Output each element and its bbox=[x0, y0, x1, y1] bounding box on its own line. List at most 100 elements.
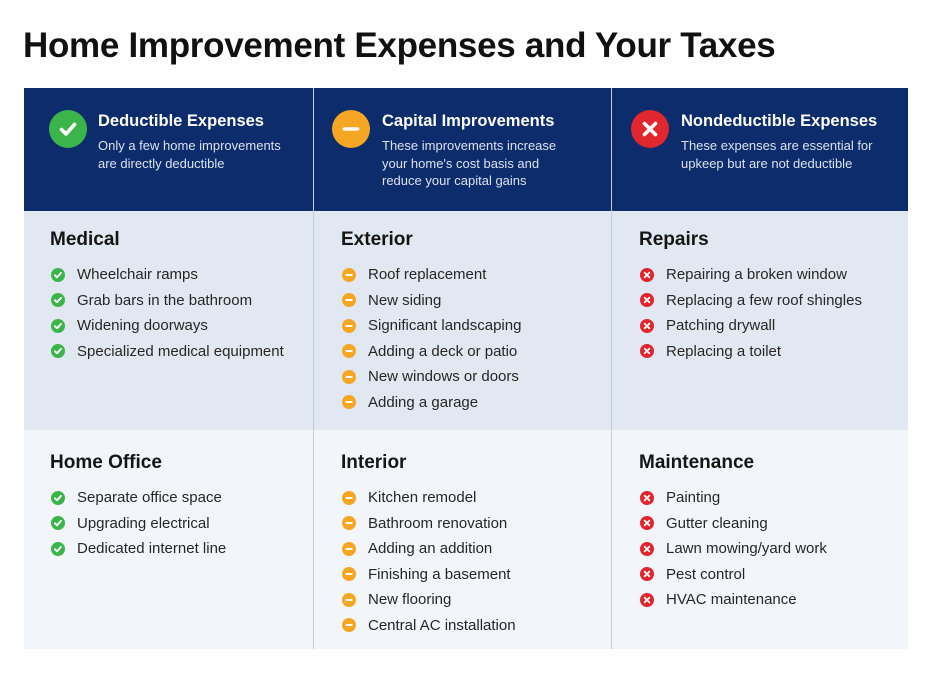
x-circle-icon bbox=[640, 567, 654, 582]
list-item-label: Upgrading electrical bbox=[77, 514, 210, 532]
list-item: Kitchen remodel bbox=[341, 485, 516, 511]
minus-circle-icon bbox=[332, 110, 370, 148]
header-nondeductible: Nondeductible Expenses These expenses ar… bbox=[612, 88, 908, 211]
list-item: Gutter cleaning bbox=[639, 511, 827, 537]
list-item: Wheelchair ramps bbox=[50, 262, 284, 288]
list-item: Patching drywall bbox=[639, 313, 862, 339]
page-title: Home Improvement Expenses and Your Taxes bbox=[23, 26, 776, 65]
check-circle-icon bbox=[51, 541, 65, 556]
list-item: Dedicated internet line bbox=[50, 536, 226, 562]
list-item: Lawn mowing/yard work bbox=[639, 536, 827, 562]
minus-circle-icon bbox=[342, 541, 356, 556]
list-item: Separate office space bbox=[50, 485, 226, 511]
section-title: Home Office bbox=[50, 452, 162, 473]
list-item-label: Widening doorways bbox=[77, 317, 208, 335]
item-list: Wheelchair ramps Grab bars in the bathroo… bbox=[50, 262, 284, 364]
list-item: Replacing a few roof shingles bbox=[639, 288, 862, 314]
item-list: Kitchen remodel Bathroom renovation Adding… bbox=[341, 485, 516, 638]
minus-circle-icon bbox=[342, 567, 356, 582]
list-item-label: Patching drywall bbox=[666, 317, 776, 335]
list-item-label: New flooring bbox=[368, 591, 452, 609]
check-circle-icon bbox=[49, 110, 87, 148]
list-item-label: Significant landscaping bbox=[368, 317, 522, 335]
list-item: Painting bbox=[639, 485, 827, 511]
list-item: HVAC maintenance bbox=[639, 587, 827, 613]
minus-circle-icon bbox=[342, 618, 356, 633]
x-circle-icon bbox=[640, 318, 654, 333]
list-item: Specialized medical equipment bbox=[50, 339, 284, 365]
section-interior: Interior Kitchen remodel Bathroom renovat… bbox=[341, 451, 516, 638]
row-2-background bbox=[24, 430, 908, 649]
list-item: Replacing a toilet bbox=[639, 339, 862, 365]
section-home-office: Home Office Separate office space Upgradi… bbox=[50, 451, 226, 562]
list-item: Upgrading electrical bbox=[50, 511, 226, 537]
minus-circle-icon bbox=[342, 490, 356, 505]
minus-circle-icon bbox=[342, 344, 356, 359]
header-title: Nondeductible Expenses bbox=[681, 112, 878, 130]
list-item-label: Bathroom renovation bbox=[368, 514, 508, 532]
list-item-label: Finishing a basement bbox=[368, 565, 511, 583]
minus-circle-icon bbox=[342, 395, 356, 410]
column-divider bbox=[611, 88, 612, 649]
x-circle-icon bbox=[640, 490, 654, 505]
list-item-label: Pest control bbox=[666, 565, 746, 583]
expense-table: Deductible Expenses Only a few home impr… bbox=[24, 88, 908, 649]
list-item-label: Roof replacement bbox=[368, 266, 487, 284]
list-item: New flooring bbox=[341, 587, 516, 613]
header-title: Capital Improvements bbox=[382, 112, 555, 130]
list-item-label: Adding a garage bbox=[368, 393, 479, 411]
check-circle-icon bbox=[51, 490, 65, 505]
minus-circle-icon bbox=[342, 516, 356, 531]
x-circle-icon bbox=[640, 541, 654, 556]
list-item-label: Adding a deck or patio bbox=[368, 342, 518, 360]
section-title: Repairs bbox=[639, 229, 709, 250]
section-repairs: Repairs Repairing a broken window Replaci… bbox=[639, 228, 862, 364]
list-item: Bathroom renovation bbox=[341, 511, 516, 537]
list-item-label: Repairing a broken window bbox=[666, 266, 847, 284]
check-circle-icon bbox=[51, 516, 65, 531]
list-item-label: Lawn mowing/yard work bbox=[666, 540, 827, 558]
list-item-label: Dedicated internet line bbox=[77, 540, 227, 558]
list-item-label: New windows or doors bbox=[368, 368, 519, 386]
header-row bbox=[24, 88, 908, 211]
list-item-label: Replacing a toilet bbox=[666, 342, 782, 360]
check-circle-icon bbox=[51, 267, 65, 282]
section-title: Interior bbox=[341, 452, 407, 473]
minus-circle-icon bbox=[342, 369, 356, 384]
list-item: New windows or doors bbox=[341, 364, 521, 390]
list-item: Adding a deck or patio bbox=[341, 339, 521, 365]
item-list: Separate office space Upgrading electrica… bbox=[50, 485, 226, 562]
list-item: New siding bbox=[341, 288, 521, 314]
section-title: Medical bbox=[50, 229, 120, 250]
header-capital: Capital Improvements These improvements … bbox=[314, 88, 611, 211]
list-item-label: Replacing a few roof shingles bbox=[666, 291, 862, 309]
list-item-label: Kitchen remodel bbox=[368, 489, 477, 507]
list-item-label: HVAC maintenance bbox=[666, 591, 797, 609]
minus-circle-icon bbox=[342, 293, 356, 308]
item-list: Repairing a broken window Replacing a few… bbox=[639, 262, 862, 364]
header-title: Deductible Expenses bbox=[98, 112, 264, 130]
minus-circle-icon bbox=[342, 592, 356, 607]
list-item: Repairing a broken window bbox=[639, 262, 862, 288]
header-description: These expenses are essential for upkeep … bbox=[681, 138, 873, 171]
x-circle-icon bbox=[640, 267, 654, 282]
x-circle-icon bbox=[631, 110, 669, 148]
x-circle-icon bbox=[640, 516, 654, 531]
header-description: Only a few home improvements are directl… bbox=[98, 138, 281, 171]
list-item: Roof replacement bbox=[341, 262, 521, 288]
x-circle-icon bbox=[640, 344, 654, 359]
x-circle-icon bbox=[640, 293, 654, 308]
list-item: Grab bars in the bathroom bbox=[50, 288, 284, 314]
section-title: Maintenance bbox=[639, 452, 755, 473]
item-list: Roof replacement New siding Significant la… bbox=[341, 262, 521, 415]
list-item-label: Separate office space bbox=[77, 489, 222, 507]
section-title: Exterior bbox=[341, 229, 413, 250]
list-item: Adding an addition bbox=[341, 536, 516, 562]
check-circle-icon bbox=[51, 344, 65, 359]
column-divider bbox=[313, 88, 314, 649]
list-item-label: Adding an addition bbox=[368, 540, 493, 558]
list-item-label: Central AC installation bbox=[368, 616, 516, 634]
check-circle-icon bbox=[51, 293, 65, 308]
list-item-label: Specialized medical equipment bbox=[77, 342, 284, 360]
